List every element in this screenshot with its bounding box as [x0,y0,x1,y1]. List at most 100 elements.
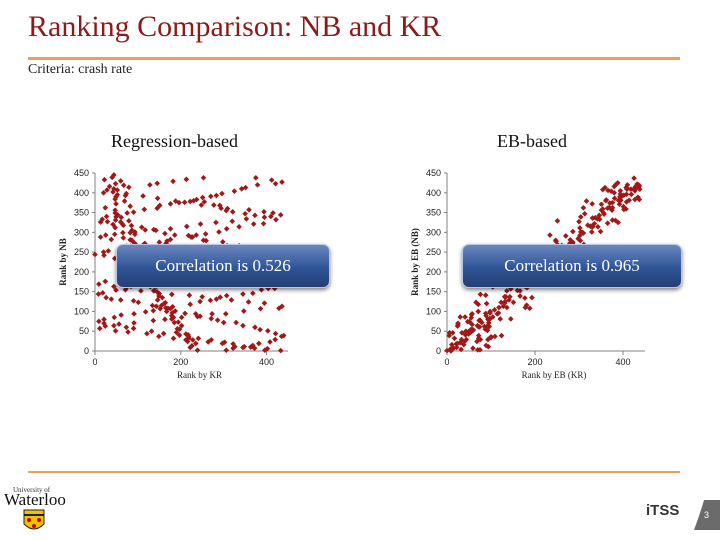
regression-data-point [156,290,163,297]
eb-y-tick-label: 100 [426,306,441,316]
regression-data-point [223,311,229,317]
eb-data-point [492,333,498,340]
regression-data-point [124,210,130,216]
regression-data-point [193,196,200,203]
regression-data-point [190,197,197,204]
eb-data-point [470,345,476,352]
regression-data-point [198,202,205,208]
regression-data-point [113,201,119,207]
regression-data-point [202,231,209,237]
regression-y-tick-label: 400 [74,188,89,198]
eb-data-point [498,299,504,306]
eb-data-point [449,341,455,348]
eb-data-point [489,314,496,320]
regression-data-point [223,347,230,354]
regression-data-point [129,227,135,234]
regression-data-point [159,294,166,301]
eb-data-point [497,316,504,322]
regression-data-point [184,338,191,345]
eb-data-point [591,220,598,227]
eb-data-point [624,185,631,192]
chart-title-regression: Regression-based [111,131,238,151]
regression-data-point [171,319,178,326]
regression-data-point [261,208,267,215]
regression-data-point [178,322,185,329]
regression-data-point [208,193,214,200]
eb-data-point [581,210,588,217]
eb-data-point [476,317,482,324]
regression-data-point [171,232,178,238]
regression-data-point [250,290,256,297]
regression-data-point [125,329,131,335]
regression-data-point [123,324,130,331]
regression-data-point [104,218,111,225]
regression-data-point [123,190,130,197]
eb-y-tick-label: 450 [426,168,441,178]
eb-data-point [588,229,595,235]
regression-data-point [187,198,194,205]
regression-data-point [250,221,257,227]
eb-data-point [455,322,461,328]
eb-data-point [615,197,622,204]
regression-data-point [279,303,285,310]
regression-data-point [128,222,135,229]
eb-data-point [486,316,493,323]
regression-data-point [118,312,124,318]
regression-data-point [102,205,109,211]
eb-data-point [459,330,465,336]
eb-data-point [483,342,489,349]
eb-data-point [475,301,482,308]
eb-data-point [482,292,489,299]
regression-data-point [218,205,224,212]
regression-data-point [112,328,119,334]
regression-x-tick-label: 400 [259,357,274,367]
regression-data-point [272,180,279,187]
regression-data-point [111,186,117,192]
regression-data-point [173,329,180,336]
eb-data-point [453,344,460,351]
regression-data-point [117,178,124,184]
eb-data-point [577,214,584,220]
eb-data-point [485,343,492,350]
regression-data-point [268,213,274,220]
eb-data-point [631,175,637,181]
regression-data-point [213,219,219,226]
regression-data-point [106,183,113,190]
eb-data-point [626,197,632,204]
regression-data-point [270,210,276,216]
regression-data-point [257,305,264,312]
regression-data-point [241,308,247,314]
eb-data-point [458,346,464,353]
regression-data-point [141,206,148,213]
regression-data-point [183,331,189,337]
regression-data-point [233,319,239,326]
regression-data-point [121,198,128,204]
regression-y-tick-label: 450 [74,168,89,178]
regression-y-tick-label: 150 [74,287,89,297]
eb-data-point [484,327,491,334]
eb-data-point [460,341,467,348]
regression-data-point [131,311,137,317]
regression-data-point [183,337,189,343]
correlation-box-eb: Correlation is 0.965 [462,244,682,288]
regression-data-point [168,316,175,322]
regression-data-point [129,237,135,244]
regression-data-point [228,297,235,303]
eb-data-point [508,316,514,322]
regression-data-point [223,207,230,214]
eb-data-point [575,235,581,242]
eb-data-point [609,217,616,223]
regression-data-point [158,302,165,309]
regression-data-point [230,341,236,347]
eb-y-tick-label: 200 [426,267,441,277]
regression-data-point [156,333,162,340]
eb-data-point [631,186,637,192]
eb-data-point [476,324,483,330]
regression-data-point [214,317,221,323]
regression-data-point [156,239,163,246]
regression-data-point [120,235,127,241]
regression-data-point [223,225,230,232]
regression-y-tick-label: 350 [74,208,89,218]
itss-logo-text: iTSS [646,502,680,519]
regression-data-point [101,320,107,327]
